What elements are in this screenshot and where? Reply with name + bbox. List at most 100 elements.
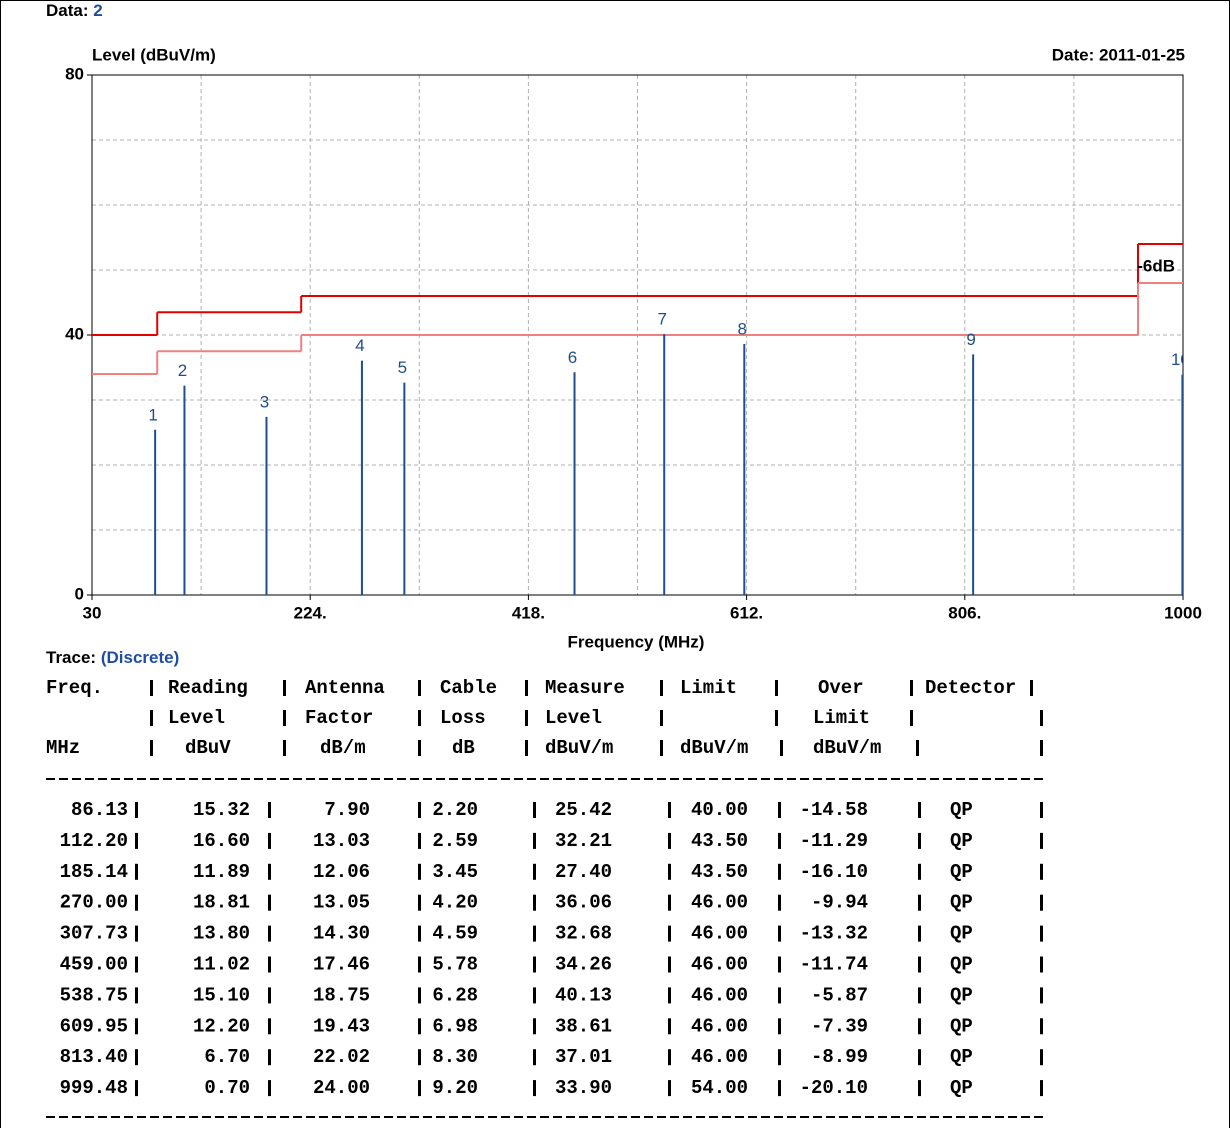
table-cell: 36.06 xyxy=(555,892,612,914)
table-header: dBuV/m xyxy=(813,737,881,759)
table-header: MHz xyxy=(46,737,80,759)
separator xyxy=(135,863,138,880)
y-tick-label: 40 xyxy=(65,324,84,343)
separator xyxy=(135,1018,138,1035)
separator xyxy=(135,987,138,1004)
table-cell: 46.00 xyxy=(691,1015,748,1037)
marker-label: 3 xyxy=(260,392,269,411)
separator xyxy=(268,1049,271,1066)
marker-label: 7 xyxy=(657,310,666,329)
separator xyxy=(150,710,153,726)
table-cell: 15.10 xyxy=(193,984,250,1006)
table-cell: 24.00 xyxy=(313,1077,370,1099)
table-cell: 0.70 xyxy=(204,1077,250,1099)
separator xyxy=(910,680,913,696)
separator xyxy=(778,863,781,880)
table-cell: 13.03 xyxy=(313,830,370,852)
separator xyxy=(778,956,781,973)
table-cell: -5.87 xyxy=(811,984,868,1006)
separator xyxy=(1040,1018,1043,1035)
table-cell: 46.00 xyxy=(691,984,748,1006)
separator xyxy=(775,710,778,726)
x-tick-label: 806. xyxy=(948,603,981,622)
table-cell: QP xyxy=(950,923,973,945)
separator xyxy=(135,802,138,818)
x-tick-label: 612. xyxy=(730,603,763,622)
separator xyxy=(533,863,536,880)
separator xyxy=(525,710,528,726)
table-cell: -7.39 xyxy=(811,1015,868,1037)
table-cell: QP xyxy=(950,984,973,1006)
table-cell: 37.01 xyxy=(555,1046,612,1068)
separator xyxy=(918,894,921,911)
separator xyxy=(150,680,153,696)
table-header: Measure xyxy=(545,677,625,699)
separator xyxy=(268,894,271,911)
separator xyxy=(660,710,663,726)
separator xyxy=(778,894,781,911)
table-cell: 34.26 xyxy=(555,954,612,976)
separator xyxy=(668,832,671,849)
separator xyxy=(1040,925,1043,942)
separator xyxy=(533,1018,536,1035)
table-cell: -13.32 xyxy=(800,923,868,945)
table-cell: -11.29 xyxy=(800,830,868,852)
limit-label: -6dB xyxy=(1137,256,1175,275)
table-cell: 40.00 xyxy=(691,799,748,821)
separator xyxy=(668,925,671,942)
separator xyxy=(1040,1049,1043,1066)
table-cell: 609.95 xyxy=(60,1015,128,1037)
table-cell: 112.20 xyxy=(60,830,128,852)
separator xyxy=(418,740,421,756)
separator xyxy=(135,1049,138,1066)
separator xyxy=(668,1049,671,1066)
separator xyxy=(418,1049,421,1066)
table-cell: QP xyxy=(950,830,973,852)
separator xyxy=(135,956,138,973)
table-header: Freq. xyxy=(46,677,103,699)
table-header: Limit xyxy=(680,677,737,699)
separator xyxy=(283,680,286,696)
trace-label: Trace: xyxy=(46,648,96,667)
table-cell: 999.48 xyxy=(60,1077,128,1099)
date: Date: 2011-01-25 xyxy=(1052,45,1185,64)
separator xyxy=(135,832,138,849)
separator xyxy=(1040,740,1043,756)
separator xyxy=(533,1049,536,1066)
separator xyxy=(775,680,778,696)
separator xyxy=(135,925,138,942)
separator xyxy=(918,863,921,880)
markers: 1 2 3 4 5 6 7 8 9 10 xyxy=(148,310,1183,595)
separator xyxy=(533,802,536,818)
table-cell: 16.60 xyxy=(193,830,250,852)
marker-label: 9 xyxy=(966,330,975,349)
separator xyxy=(268,987,271,1004)
table-header: Limit xyxy=(813,707,870,729)
separator xyxy=(533,832,536,849)
table-cell: -9.94 xyxy=(811,892,868,914)
table-cell: 13.80 xyxy=(193,923,250,945)
y-tick-label: 0 xyxy=(75,584,84,603)
table-header: Loss xyxy=(440,707,486,729)
separator xyxy=(918,987,921,1004)
separator xyxy=(780,740,783,756)
table-cell: 2.59 xyxy=(432,830,478,852)
separator xyxy=(778,802,781,818)
separator xyxy=(268,863,271,880)
table-cell: 14.30 xyxy=(313,923,370,945)
separator xyxy=(525,740,528,756)
table-cell: 12.20 xyxy=(193,1015,250,1037)
table-cell: -14.58 xyxy=(800,799,868,821)
table-cell: -20.10 xyxy=(800,1077,868,1099)
separator xyxy=(533,925,536,942)
separator xyxy=(778,1080,781,1097)
separator xyxy=(533,894,536,911)
table-cell: QP xyxy=(950,861,973,883)
separator xyxy=(668,956,671,973)
separator xyxy=(778,925,781,942)
separator xyxy=(268,956,271,973)
table-cell: 459.00 xyxy=(60,954,128,976)
separator xyxy=(918,802,921,818)
separator xyxy=(918,832,921,849)
table-cell: 8.30 xyxy=(432,1046,478,1068)
